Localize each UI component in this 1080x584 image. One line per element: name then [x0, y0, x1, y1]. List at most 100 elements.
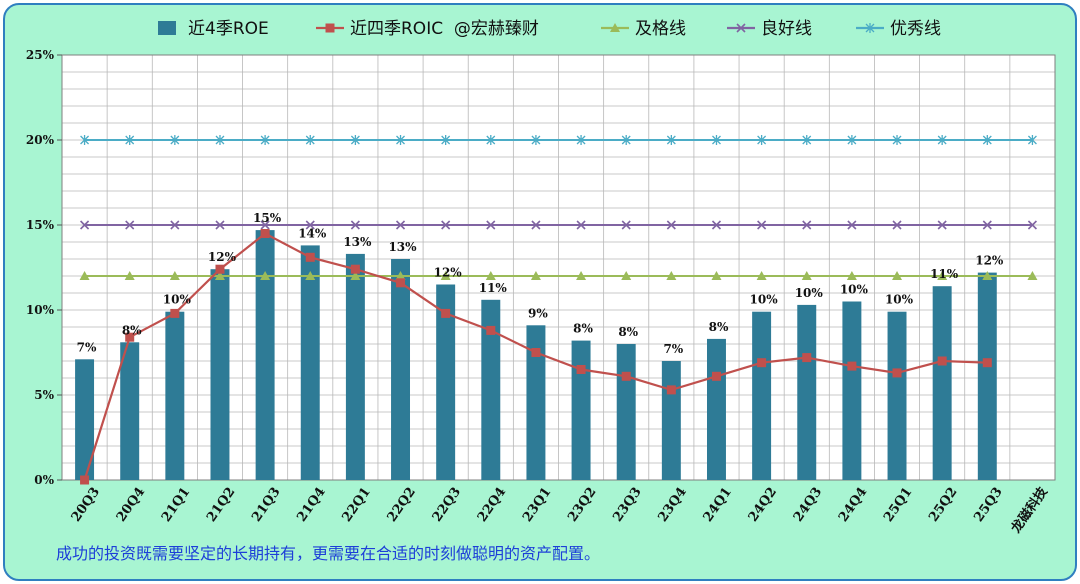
roe-bar: [977, 272, 997, 480]
x-tick-label: 20Q3: [69, 485, 103, 525]
series-point: [350, 271, 361, 280]
series-point: [937, 271, 948, 280]
x-tick-label: 23Q3: [610, 485, 644, 525]
series-point: [441, 135, 451, 145]
x-tick-label: 25Q2: [926, 485, 960, 525]
roe-data-labels: 7% 8% 10% 12% 15% 14% 13% 13% 12% 11% 9% 8% 8% 7% 8% 10…: [77, 211, 1004, 356]
legend-marker: [610, 23, 620, 32]
data-label: 8%: [573, 322, 593, 336]
series-point: [666, 271, 677, 280]
series-point: [666, 220, 676, 230]
series-x: [80, 220, 1037, 230]
y-tick-label: 15%: [26, 218, 55, 232]
series-point: [757, 220, 767, 230]
series-point: [711, 220, 722, 230]
series-point: [396, 135, 405, 145]
series-point: [215, 135, 225, 145]
roe-bar: [210, 269, 230, 480]
series-point: [486, 135, 496, 145]
data-label: 15%: [253, 211, 282, 225]
legend-marker: [325, 23, 335, 33]
series-point: [847, 135, 857, 145]
series-point: [846, 271, 857, 280]
series-square: [80, 229, 992, 485]
series-point: [170, 308, 180, 318]
series-point: [486, 220, 496, 230]
series-point: [576, 220, 586, 230]
data-label: 10%: [840, 283, 869, 297]
series-point: [892, 220, 902, 230]
series-point: [305, 135, 315, 145]
roe-bar: [165, 311, 185, 480]
legend-label: 及格线: [635, 19, 686, 39]
x-tick-label: 25Q3: [971, 485, 1005, 525]
series-point: [125, 332, 135, 342]
legend-label: 近四季ROIC @宏赫臻财: [350, 19, 539, 39]
y-tick-label: 20%: [26, 133, 55, 147]
x-tick-label: 23Q4: [655, 485, 689, 525]
x-tick-label: 24Q3: [791, 485, 825, 525]
legend-item: 良好线: [727, 19, 812, 39]
series-point: [576, 271, 587, 280]
legend-label: 良好线: [761, 19, 812, 39]
x-tick-label: 22Q3: [430, 485, 464, 525]
series-star: [80, 135, 1037, 145]
plot-border: [61, 54, 1056, 481]
series-point: [350, 135, 360, 145]
series-point: [621, 371, 631, 381]
x-axis: 20Q3 20Q4 21Q1 21Q2 21Q3 21Q4 22Q1 22Q2 22Q3 22Q4…: [69, 483, 1052, 536]
legend-item: 近4季ROE: [158, 19, 269, 39]
series-point: [1027, 220, 1037, 230]
series-point: [982, 358, 992, 368]
legend-swatch: [158, 21, 176, 35]
roe-bar: [75, 359, 95, 480]
series-point: [576, 135, 586, 145]
roe-bar: [255, 230, 275, 480]
data-label: 12%: [208, 250, 237, 264]
x-tick-label: 21Q1: [159, 485, 193, 525]
series-point: [982, 220, 992, 230]
data-label: 11%: [930, 267, 959, 281]
series-point: [621, 135, 631, 145]
legend-label: 近4季ROE: [188, 19, 269, 39]
legend-item: 及格线: [601, 19, 686, 39]
legend-item: 优秀线: [856, 19, 941, 39]
series-point: [215, 264, 225, 274]
series-point: [124, 271, 135, 280]
data-label: 10%: [795, 286, 824, 300]
series-point: [125, 220, 135, 230]
series-point: [757, 358, 767, 368]
x-tick-label: 20Q4: [114, 485, 148, 525]
x-tick-label: 21Q3: [249, 485, 283, 525]
y-axis: 0% 5% 10% 15% 20% 25%: [26, 48, 62, 487]
series-point: [395, 220, 406, 230]
data-label: 8%: [122, 323, 142, 337]
series-point: [531, 135, 541, 145]
series-point: [621, 220, 631, 230]
roe-bar: [842, 301, 862, 480]
series-point: [485, 271, 496, 280]
data-label: 12%: [434, 266, 463, 280]
legend-item: 近四季ROIC @宏赫臻财: [316, 19, 539, 39]
series-point: [214, 271, 225, 280]
roe-bar: [571, 340, 591, 480]
x-tick-label: 21Q4: [294, 485, 328, 525]
series-point: [260, 135, 270, 145]
roe-bar: [706, 338, 726, 480]
series-point: [756, 271, 767, 280]
series-point: [170, 220, 180, 230]
data-label: 7%: [77, 340, 97, 354]
series-point: [531, 220, 541, 230]
series-point: [937, 356, 947, 366]
y-tick-label: 5%: [34, 388, 54, 402]
series-point: [531, 348, 541, 357]
y-tick-label: 0%: [34, 473, 54, 487]
series-point: [982, 135, 992, 145]
series-point: [847, 361, 857, 371]
roe-bar: [526, 325, 546, 480]
series-point: [305, 252, 315, 262]
series-point: [80, 220, 90, 230]
series-point: [396, 278, 406, 288]
x-tick-label: 24Q2: [746, 485, 780, 525]
